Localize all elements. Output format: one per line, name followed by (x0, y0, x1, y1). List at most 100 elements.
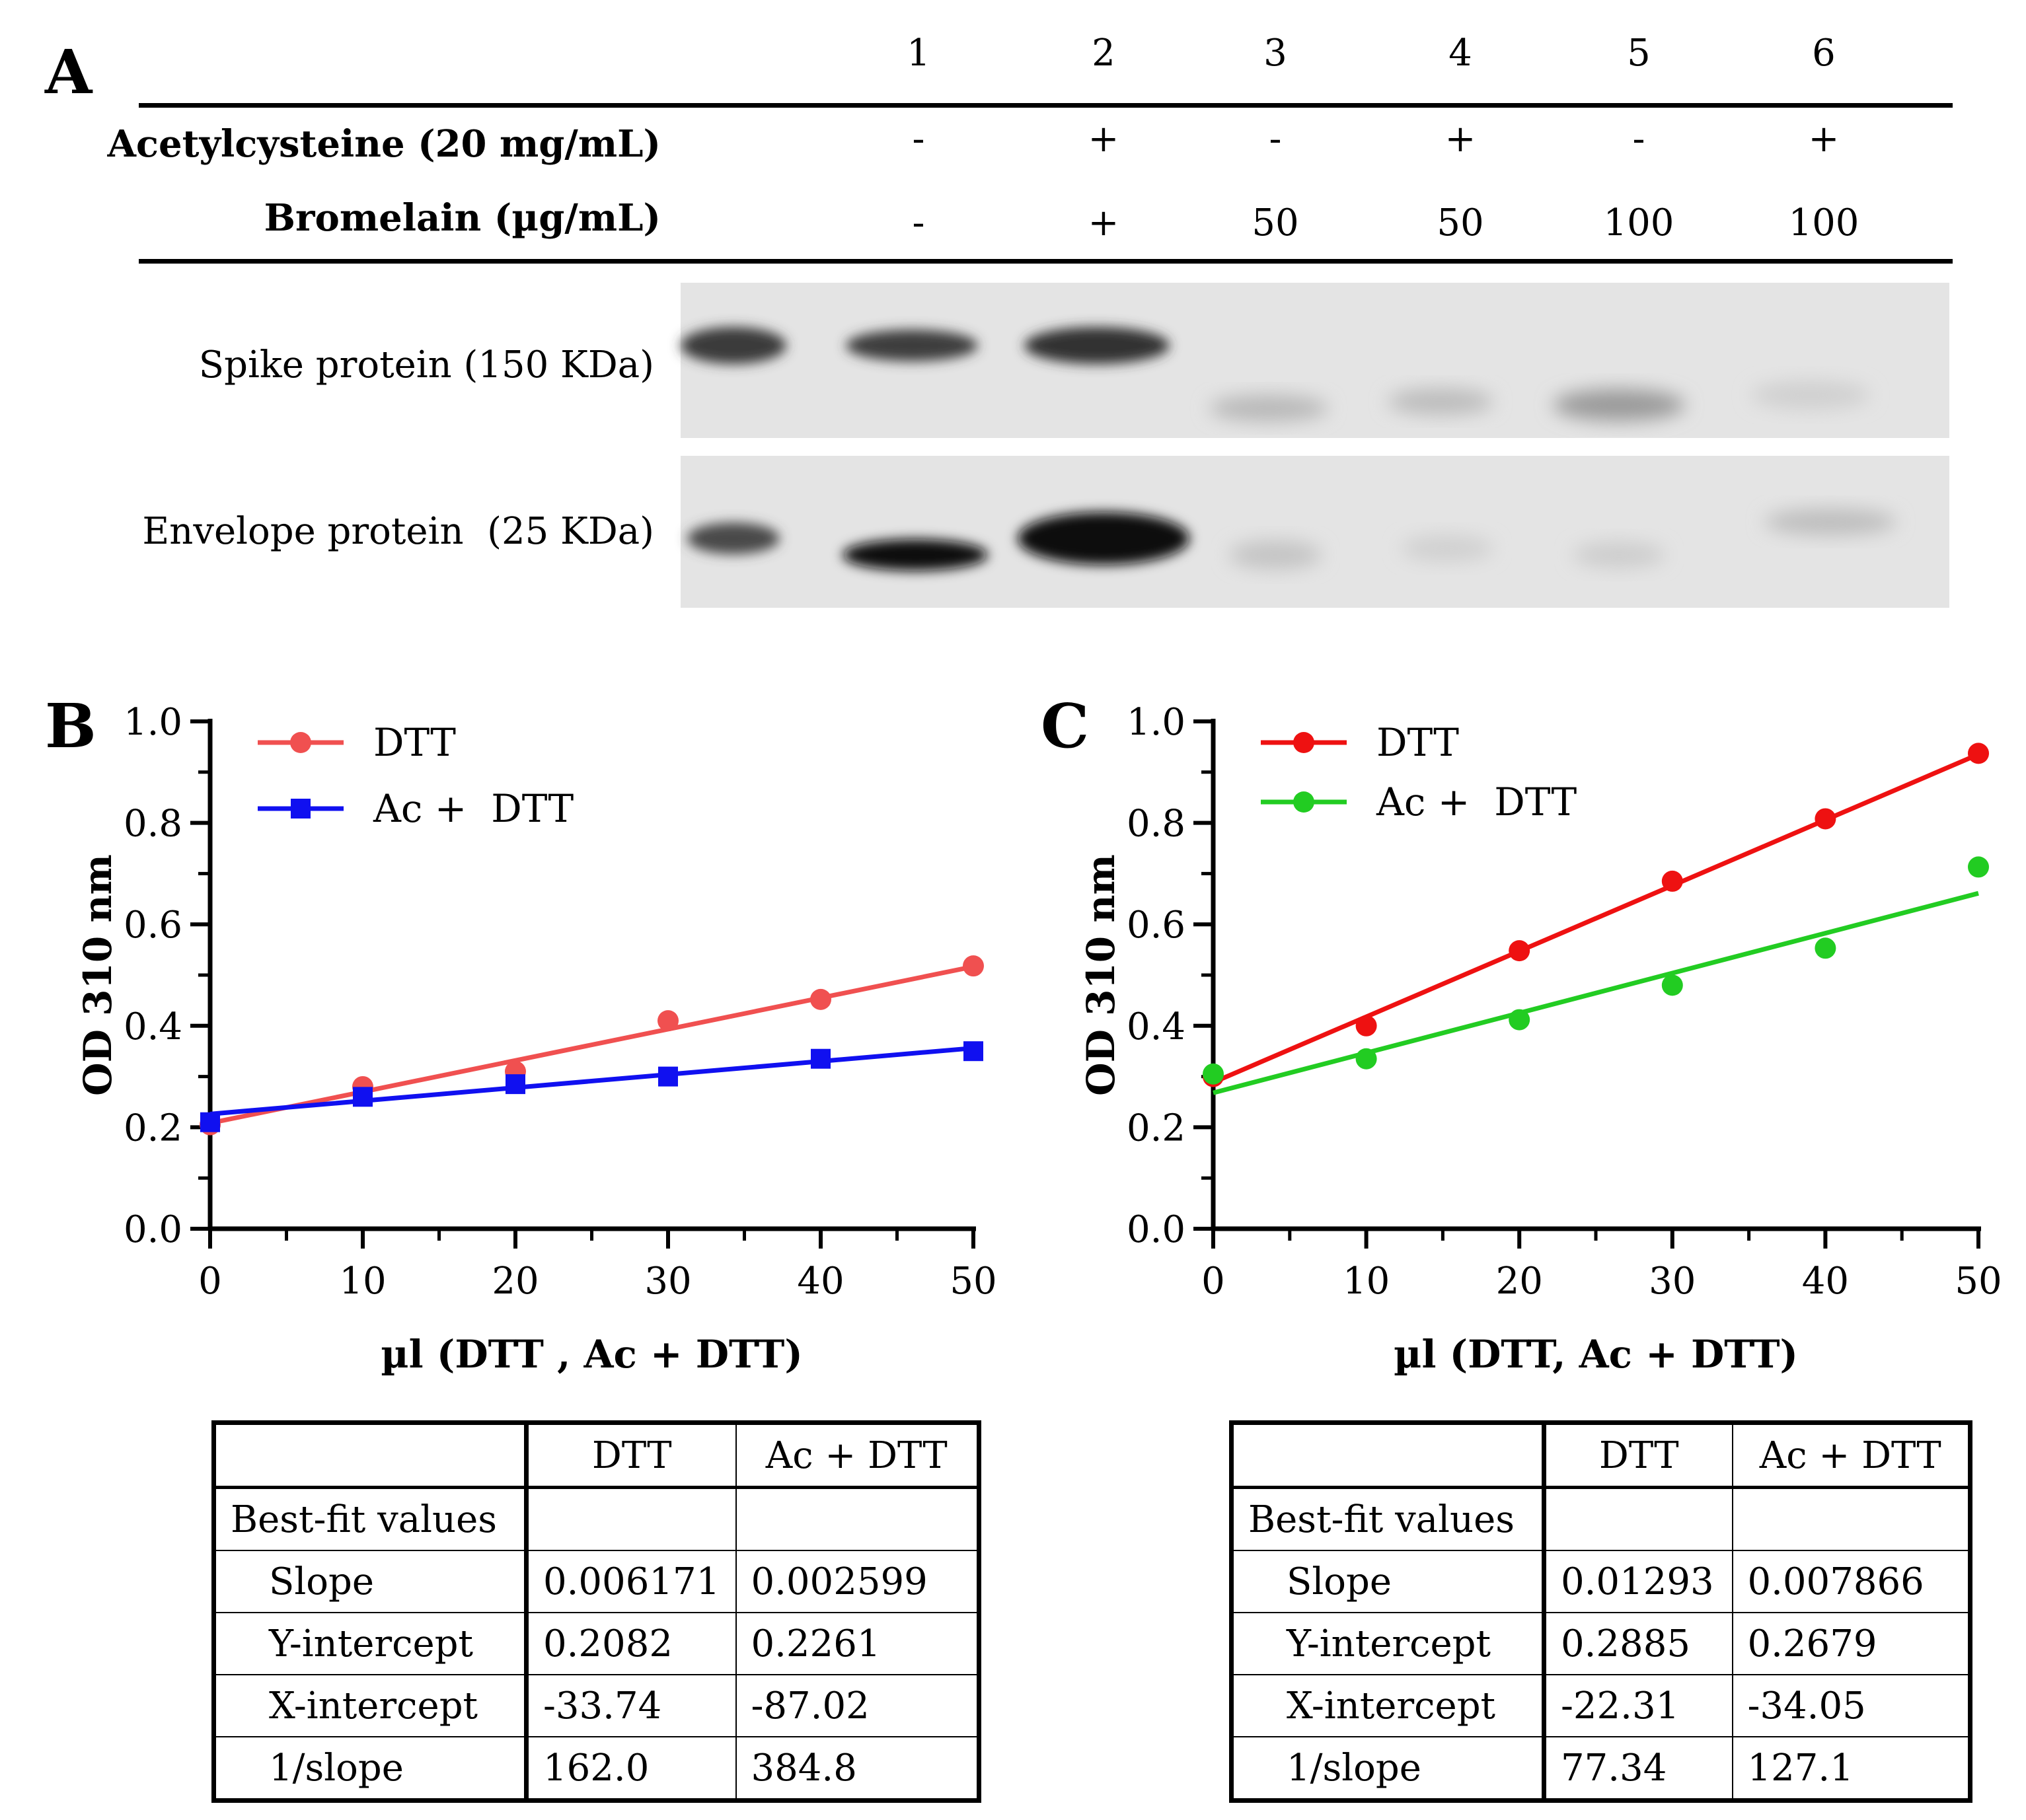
table-row: Best-fit values (1230, 1486, 1971, 1551)
x-axis-label: µl (DTT, Ac + DTT) (1394, 1332, 1798, 1377)
legend-marker (1293, 732, 1314, 753)
table-row: Y-intercept 0.2082 0.2261 (213, 1612, 980, 1675)
table-cell: 1/slope (213, 1736, 529, 1802)
table-cell: -34.05 (1731, 1674, 1971, 1737)
acetylcysteine-label: Acetylcysteine (20 mg/mL) (107, 122, 661, 166)
data-point (963, 1041, 983, 1062)
fit-line (1212, 752, 1980, 1085)
table-cell: 127.1 (1731, 1736, 1971, 1802)
bromelain-value: 50 (1437, 201, 1484, 244)
table-cell: 0.2082 (525, 1612, 737, 1675)
lane-number: 3 (1263, 32, 1287, 75)
table-cell (525, 1486, 737, 1551)
x-axis-label: µl (DTT , Ac + DTT) (381, 1332, 803, 1377)
table-cell: -87.02 (735, 1674, 980, 1737)
table-cell: 162.0 (525, 1736, 737, 1802)
bromelain-value: 100 (1603, 201, 1674, 244)
table-cell: Best-fit values (213, 1486, 529, 1551)
y-tick-label: 0.6 (124, 904, 182, 947)
y-axis-label: OD 310 nm (75, 854, 120, 1096)
y-tick-label: 0.2 (1127, 1107, 1185, 1149)
lane-number: 4 (1448, 32, 1472, 75)
data-point (353, 1087, 373, 1107)
data-point (1968, 743, 1989, 764)
y-tick-label: 0.4 (1127, 1005, 1185, 1048)
table-header-row: DTT Ac + DTT (213, 1422, 980, 1489)
envelope-band-lane4 (1229, 540, 1322, 569)
data-point (963, 955, 984, 977)
table-cell: 0.002599 (735, 1550, 980, 1613)
spike-blot-image (681, 283, 1949, 438)
envelope-blot-image (681, 456, 1949, 608)
table-cell: 77.34 (1543, 1736, 1733, 1802)
envelope-band-lane1 (687, 523, 780, 554)
x-tick-label: 0 (1201, 1260, 1225, 1303)
legend-label: DTT (373, 720, 456, 765)
data-point (200, 1112, 220, 1132)
series-1 (200, 1041, 983, 1132)
x-tick-label: 40 (797, 1260, 844, 1303)
series-1 (1203, 856, 1989, 1095)
acetylcysteine-value: - (912, 118, 925, 161)
data-point (1661, 870, 1683, 892)
x-tick-label: 20 (1496, 1260, 1543, 1303)
table-cell: 0.2679 (1731, 1612, 1971, 1675)
x-tick-label: 10 (1343, 1260, 1390, 1303)
table-row: Slope 0.006171 0.002599 (213, 1550, 980, 1613)
table-cell: -22.31 (1543, 1674, 1733, 1737)
table-cell: Y-intercept (213, 1612, 529, 1675)
table-cell: 0.01293 (1543, 1550, 1733, 1613)
y-tick-label: 0.8 (1127, 803, 1185, 846)
bromelain-value: 50 (1252, 201, 1299, 244)
fit-line (1213, 891, 1979, 1095)
x-tick-label: 50 (950, 1260, 996, 1303)
envelope-band-lane3 (1018, 512, 1189, 565)
best-fit-table-c: DTT Ac + DTT Best-fit values Slope 0.012… (1229, 1420, 1972, 1803)
x-tick-label: 30 (1649, 1260, 1696, 1303)
data-point (811, 1048, 831, 1069)
table-cell: X-intercept (1230, 1674, 1546, 1737)
table-cell: -33.74 (525, 1674, 737, 1737)
data-point (1968, 856, 1989, 878)
table-cell (1731, 1486, 1971, 1551)
table-row: X-intercept -33.74 -87.02 (213, 1674, 980, 1737)
legend-marker (1293, 791, 1314, 813)
data-point (1203, 1063, 1224, 1085)
legend-label: Ac + DTT (1376, 780, 1577, 824)
data-point (1509, 940, 1530, 962)
data-point (1355, 1015, 1377, 1037)
table-row: 1/slope 77.34 127.1 (1230, 1736, 1971, 1802)
envelope-band-lane5 (1401, 535, 1493, 562)
bromelain-value: - (912, 201, 925, 244)
table-row: Best-fit values (213, 1486, 980, 1551)
table-cell: 384.8 (735, 1736, 980, 1802)
table-cell: 0.2885 (1543, 1612, 1733, 1675)
table-cell (1230, 1422, 1546, 1489)
acetylcysteine-value: - (1632, 118, 1645, 161)
x-tick-label: 0 (198, 1260, 222, 1303)
table-row: 1/slope 162.0 384.8 (213, 1736, 980, 1802)
data-point (1661, 974, 1683, 996)
table-cell: 0.006171 (525, 1550, 737, 1613)
table-cell: Y-intercept (1230, 1612, 1546, 1675)
table-cell (735, 1486, 980, 1551)
x-tick-label: 50 (1955, 1260, 2002, 1303)
y-tick-label: 0.2 (124, 1107, 182, 1149)
table-row: Slope 0.01293 0.007866 (1230, 1550, 1971, 1613)
acetylcysteine-value: + (1088, 118, 1119, 161)
table-row: Y-intercept 0.2885 0.2679 (1230, 1612, 1971, 1675)
lane-number: 2 (1092, 32, 1115, 75)
bromelain-label: Bromelain (µg/mL) (264, 196, 661, 240)
acetylcysteine-value: + (1444, 118, 1476, 161)
spike-band-lane2 (846, 330, 978, 361)
legend-label: Ac + DTT (373, 786, 574, 831)
data-point (1355, 1048, 1377, 1070)
table-header-dtt: DTT (1543, 1422, 1733, 1489)
legend-marker (291, 799, 311, 819)
y-axis-label: OD 310 nm (1078, 854, 1123, 1096)
acetylcysteine-value: - (1269, 118, 1282, 161)
y-tick-label: 0.0 (124, 1208, 182, 1251)
spike-band-lane5 (1388, 388, 1493, 415)
